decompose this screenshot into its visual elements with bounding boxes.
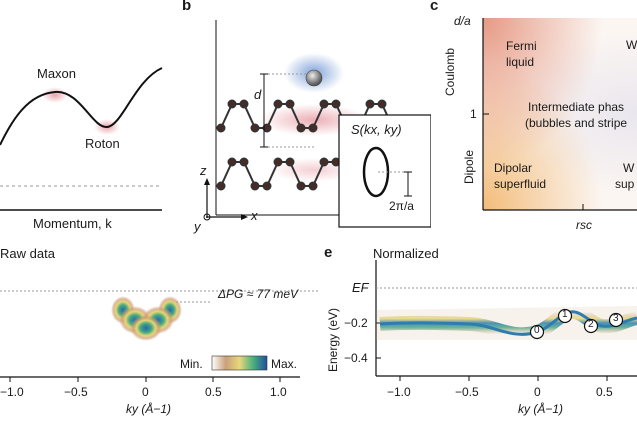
e-ylabel: Energy (eV) bbox=[326, 307, 340, 372]
fermi-level-label: EF bbox=[352, 280, 369, 295]
colorbar-min-label: Min. bbox=[180, 357, 203, 371]
y-tick-one: 1 bbox=[470, 107, 477, 121]
panel-d-title: Raw data bbox=[0, 246, 55, 261]
dipolar-superfluid-label: Dipolar superfluid bbox=[494, 161, 547, 191]
panel-e-letter: e bbox=[324, 244, 333, 261]
panel-e: e Normalized bbox=[320, 240, 637, 424]
x-axis-label: x bbox=[251, 208, 258, 223]
e-xtick-2: 0 bbox=[534, 385, 541, 399]
phase-diagram-axes bbox=[482, 18, 637, 211]
d-label: d bbox=[254, 87, 262, 102]
e-xtick-3: 0.5 bbox=[596, 385, 613, 399]
d-xtick-4: 1.0 bbox=[270, 385, 287, 399]
marker-3: 3 bbox=[613, 313, 619, 324]
marker-1: 1 bbox=[562, 309, 568, 320]
d-xtick-1: −0.5 bbox=[64, 385, 88, 399]
z-axis-label: z bbox=[200, 163, 207, 178]
e-xlabel: ky (Å−1) bbox=[518, 402, 564, 416]
panel-e-title: Normalized bbox=[373, 246, 439, 261]
panel-e-plot bbox=[375, 260, 637, 381]
d-xlabel: ky (Å−1) bbox=[126, 402, 172, 416]
band-markers bbox=[529, 308, 624, 340]
maxon-label: Maxon bbox=[37, 66, 77, 81]
y-label-dipole: Dipole bbox=[462, 149, 476, 184]
phase-diagram bbox=[483, 18, 637, 210]
inset-scale: 2π/a bbox=[389, 199, 414, 213]
dispersion-curve bbox=[0, 67, 163, 146]
band-core bbox=[379, 310, 637, 336]
bottom-atomic-layer bbox=[216, 157, 341, 191]
colorbar bbox=[211, 355, 268, 371]
e-xtick-0: −1.0 bbox=[387, 385, 411, 399]
x-axis-label-rsc: rsc bbox=[576, 218, 592, 232]
electron-ball bbox=[305, 69, 323, 87]
pseudogap-label: ΔPG ≈ 77 meV bbox=[218, 287, 298, 301]
e-ytick-0: −0.2 bbox=[344, 316, 368, 330]
panel-b-letter: b bbox=[182, 0, 192, 14]
d-xtick-0: −1.0 bbox=[0, 385, 24, 399]
e-xtick-1: −0.5 bbox=[455, 385, 479, 399]
panel-d-plot bbox=[0, 290, 320, 382]
right-bottom-label: W sup bbox=[615, 161, 635, 191]
marker-0: 0 bbox=[534, 325, 540, 336]
fermi-liquid-label: Fermi liquid bbox=[506, 39, 537, 69]
panel-a-plot bbox=[0, 67, 163, 211]
roton-label: Roton bbox=[85, 136, 120, 151]
e-ytick-1: −0.4 bbox=[344, 351, 368, 365]
panel-a: Maxon Roton Momentum, k bbox=[0, 0, 175, 235]
marker-2: 2 bbox=[588, 319, 594, 330]
raw-band-spot bbox=[111, 296, 182, 341]
panel-c: c d/a Coulomb 1 Dipole Fermi liquid W In… bbox=[430, 0, 637, 240]
panel-b: b bbox=[176, 0, 432, 240]
inset-title: S(kx, ky) bbox=[351, 122, 402, 137]
momentum-axis-label: Momentum, k bbox=[33, 216, 112, 231]
panel-c-letter: c bbox=[430, 0, 439, 14]
intermediate-phase-label: Intermediate phas (bubbles and stripe bbox=[525, 100, 628, 130]
panel-b-schematic bbox=[203, 20, 432, 228]
colorbar-max-label: Max. bbox=[271, 357, 298, 371]
y-axis-title: d/a bbox=[454, 14, 471, 28]
structure-factor-inset bbox=[338, 114, 432, 228]
right-top-label: W bbox=[626, 38, 637, 52]
panel-d: Raw data bbox=[0, 240, 320, 424]
y-label-coulomb: Coulomb bbox=[443, 47, 457, 96]
d-xtick-3: 0.5 bbox=[205, 385, 222, 399]
maxon-glow bbox=[42, 87, 68, 103]
y-axis-label: y bbox=[194, 219, 201, 234]
d-xtick-2: 0 bbox=[142, 385, 149, 399]
